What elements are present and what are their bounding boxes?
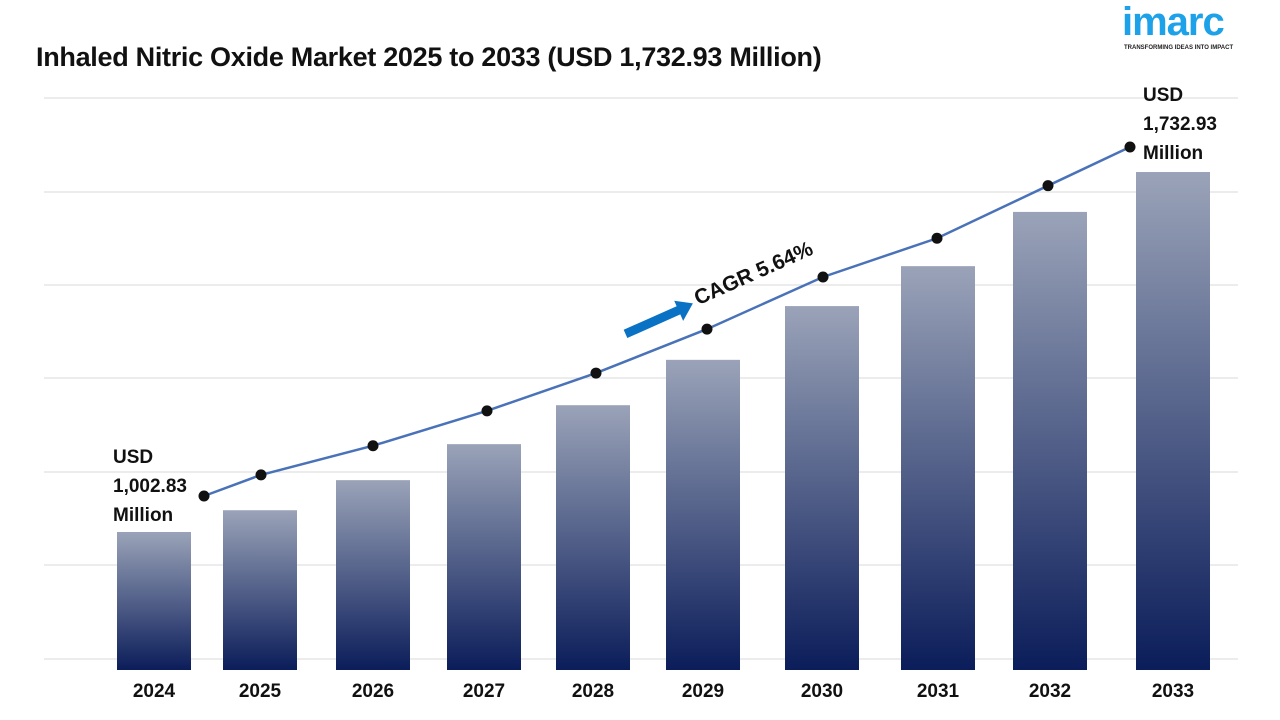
- bar-2025: [223, 510, 297, 670]
- start-label-line: Million: [113, 505, 174, 526]
- logo-wordmark: imarc: [1122, 0, 1225, 44]
- line-marker: [481, 405, 493, 417]
- cagr-label: CAGR 5.64%: [691, 237, 817, 310]
- line-marker: [1124, 141, 1136, 153]
- x-tick-label: 2028: [572, 681, 614, 702]
- line-marker: [1042, 180, 1054, 192]
- line-marker: [817, 271, 829, 283]
- end-label-line: 1,732.93: [1143, 114, 1217, 135]
- line-marker: [590, 367, 602, 379]
- bar-2033: [1136, 172, 1210, 670]
- bar-2027: [447, 444, 521, 670]
- line-marker: [931, 232, 943, 244]
- x-tick-label: 2029: [682, 681, 724, 702]
- chart-title: Inhaled Nitric Oxide Market 2025 to 2033…: [36, 42, 822, 72]
- x-tick-label: 2031: [917, 681, 960, 702]
- x-tick-label: 2026: [352, 681, 394, 702]
- line-marker: [198, 490, 210, 502]
- bar-2032: [1013, 211, 1087, 670]
- bar-2029: [666, 359, 740, 670]
- line-marker: [255, 469, 267, 481]
- x-tick-label: 2032: [1029, 681, 1071, 702]
- x-tick-label: 2030: [801, 681, 843, 702]
- end-value-label: USD 1,732.93 Million: [1143, 81, 1217, 168]
- start-label-line: USD: [113, 447, 154, 468]
- bar-2028: [556, 405, 630, 670]
- x-tick-label: 2027: [463, 681, 505, 702]
- x-tick-label: 2024: [133, 681, 176, 702]
- line-marker: [701, 323, 713, 335]
- imarc-logo: imarc TRANSFORMING IDEAS INTO IMPACT: [1122, 2, 1272, 54]
- bar-2030: [785, 306, 859, 670]
- start-value-label: USD 1,002.83 Million: [113, 443, 187, 530]
- bar-2026: [336, 480, 410, 670]
- x-tick-label: 2025: [239, 681, 282, 702]
- end-label-line: Million: [1143, 143, 1204, 164]
- logo-tagline: TRANSFORMING IDEAS INTO IMPACT: [1124, 45, 1234, 51]
- line-marker: [367, 440, 379, 452]
- cagr-arrow-icon: [623, 300, 693, 339]
- trend-line: [203, 145, 1131, 498]
- end-label-line: USD: [1143, 85, 1184, 106]
- bar-2024: [117, 532, 191, 670]
- bar-2031: [901, 266, 975, 670]
- start-label-line: 1,002.83: [113, 476, 187, 497]
- x-tick-label: 2033: [1152, 681, 1194, 702]
